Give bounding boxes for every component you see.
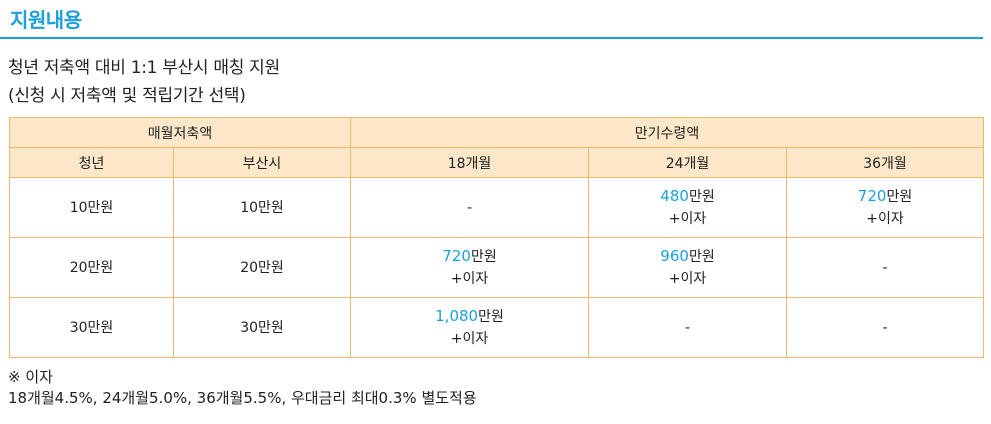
interest-label: +이자: [450, 271, 489, 287]
cell-busan-savings: 30만원: [173, 297, 351, 358]
section-title: 지원내용: [10, 8, 82, 32]
header-monthly-savings: 매월저축액: [9, 117, 351, 148]
amount-unit: 만원: [470, 249, 497, 265]
header-36-months: 36개월: [785, 147, 985, 178]
cell-36-months: -: [785, 297, 985, 358]
interest-note-title: ※ 이자: [8, 368, 53, 386]
empty-dash: -: [684, 320, 691, 336]
title-divider: [0, 37, 983, 39]
cell-36-months: 720만원 +이자: [785, 177, 985, 238]
interest-note-text: 18개월4.5%, 24개월5.0%, 36개월5.5%, 우대금리 최대0.3…: [8, 389, 477, 407]
table-row: 20만원 20만원 720만원 +이자 960만원 +이자 -: [9, 237, 985, 298]
cell-18-months: -: [350, 177, 589, 238]
amount-unit: 만원: [478, 309, 504, 325]
header-maturity-amount: 만기수령액: [349, 117, 985, 148]
header-youth: 청년: [9, 147, 174, 178]
cell-18-months: 1,080만원 +이자: [350, 297, 589, 358]
cell-busan-savings: 20만원: [173, 237, 351, 298]
maturity-amount: 720: [442, 247, 471, 265]
interest-label: +이자: [668, 271, 707, 287]
cell-24-months: 480만원 +이자: [588, 177, 787, 238]
amount-unit: 만원: [886, 189, 913, 205]
cell-youth-savings: 20만원: [9, 237, 174, 298]
empty-dash: -: [882, 320, 888, 336]
cell-18-months: 720만원 +이자: [350, 237, 589, 298]
empty-dash: -: [466, 200, 473, 216]
support-table: 매월저축액 만기수령액 청년 부산시 18개월 24개월 36개월 10만원 1…: [9, 117, 985, 358]
cell-24-months: -: [588, 297, 787, 358]
cell-24-months: 960만원 +이자: [588, 237, 787, 298]
maturity-amount: 1,080: [435, 307, 479, 325]
table-group-header-row: 매월저축액 만기수령액: [9, 117, 985, 148]
table-sub-header-row: 청년 부산시 18개월 24개월 36개월: [9, 147, 985, 178]
table-row: 30만원 30만원 1,080만원 +이자 - -: [9, 297, 985, 358]
table-row: 10만원 10만원 - 480만원 +이자 720만원 +이자: [9, 177, 985, 238]
cell-36-months: -: [785, 237, 985, 298]
maturity-amount: 960: [660, 247, 689, 265]
header-24-months: 24개월: [588, 147, 787, 178]
header-18-months: 18개월: [350, 147, 589, 178]
header-busan: 부산시: [173, 147, 351, 178]
interest-label: +이자: [450, 331, 489, 347]
amount-unit: 만원: [688, 249, 715, 265]
cell-youth-savings: 10만원: [9, 177, 174, 238]
cell-youth-savings: 30만원: [9, 297, 174, 358]
amount-unit: 만원: [688, 189, 715, 205]
empty-dash: -: [882, 260, 888, 276]
interest-label: +이자: [866, 211, 904, 227]
subtitle-line-1: 청년 저축액 대비 1:1 부산시 매칭 지원: [8, 58, 280, 78]
cell-busan-savings: 10만원: [173, 177, 351, 238]
interest-label: +이자: [668, 211, 707, 227]
maturity-amount: 480: [660, 187, 689, 205]
maturity-amount: 720: [857, 187, 887, 205]
subtitle-line-2: (신청 시 저축액 및 적립기간 선택): [8, 86, 246, 106]
